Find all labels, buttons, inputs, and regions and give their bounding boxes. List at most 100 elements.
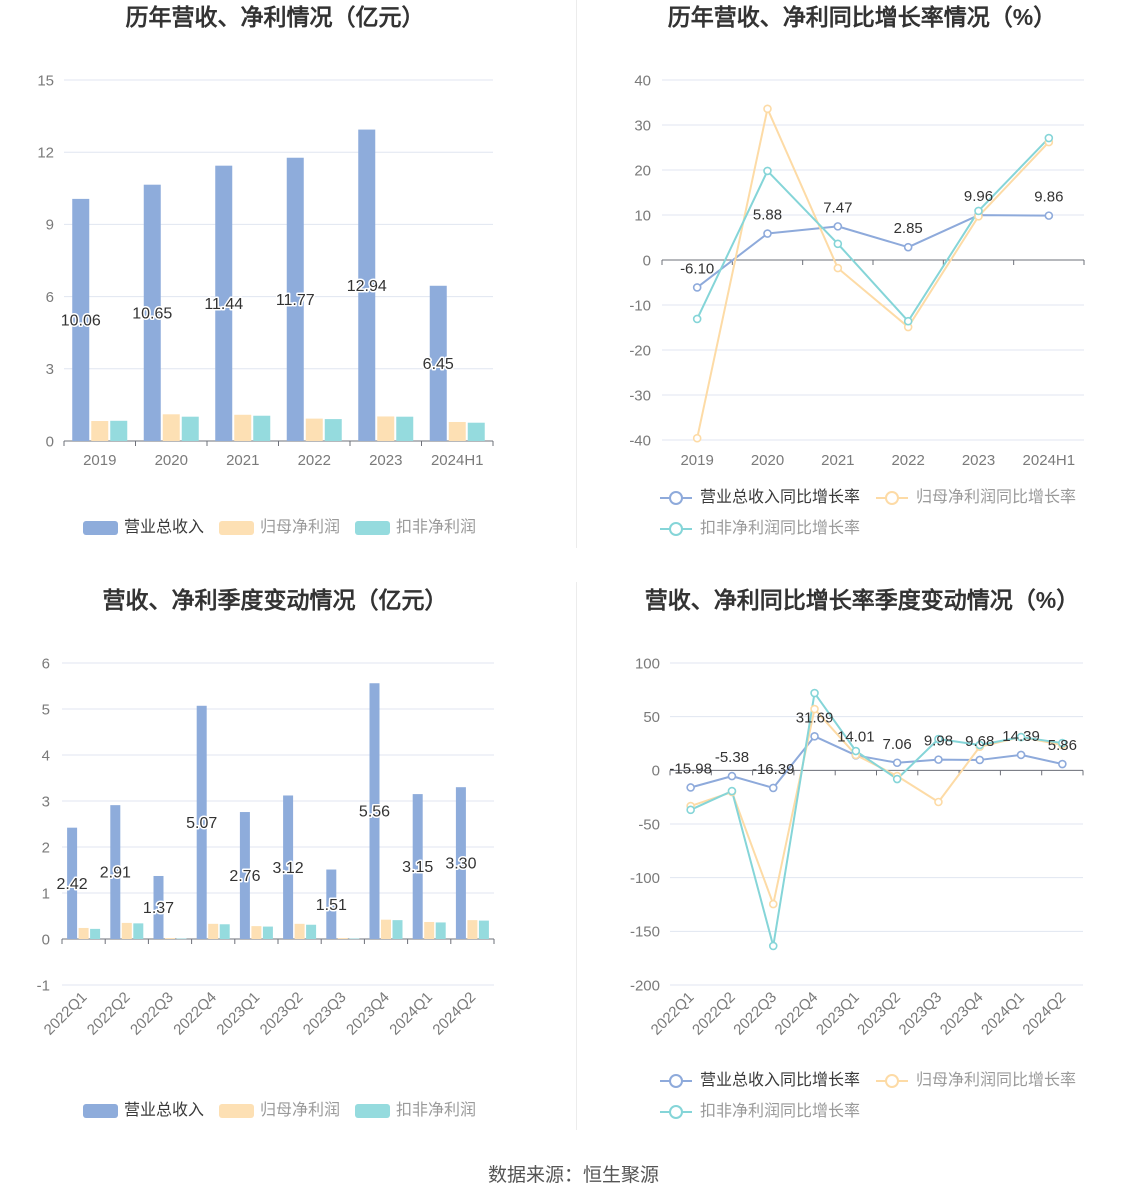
point-deducted-net-profit-growth-2024q2 (1058, 738, 1067, 748)
legend-item-deducted-net-profit[interactable]: 扣非净利润 (355, 1100, 476, 1122)
data-label-revenue-growth-2022q4: 31.69 (796, 709, 834, 726)
quarterly-growth-grid (670, 662, 1083, 986)
legend-line-icon-revenue-growth (660, 1074, 692, 1088)
legend-item-net-profit[interactable]: 归母净利润 (219, 517, 340, 539)
data-label-revenue-2023: 12.94 (347, 278, 387, 295)
legend-swatch-revenue (83, 521, 118, 535)
y-tick-label: -50 (638, 816, 660, 833)
point-net-profit-growth-2023 (974, 212, 983, 221)
legend-line-icon-deducted-net-profit-growth (660, 522, 692, 536)
bar-deducted-net-profit-2023q4 (392, 920, 403, 939)
data-label-revenue-2023q1: 2.76 (229, 868, 260, 885)
bar-deducted-net-profit-2022q1 (90, 928, 101, 939)
point-revenue-growth-2023 (974, 210, 983, 220)
bar-revenue-2023q3 (326, 869, 337, 939)
data-label-revenue-2022q3: 1.37 (143, 900, 174, 917)
point-deducted-net-profit-growth-2023q1 (851, 746, 861, 756)
bar-net-profit-2019 (91, 421, 109, 441)
data-label-revenue-growth-2022q1: -15.98 (669, 760, 712, 777)
data-label-revenue-growth-2023q2: 7.06 (883, 736, 912, 753)
point-revenue-growth-2019 (692, 283, 702, 292)
legend-label-deducted-net-profit: 扣非净利润 (396, 519, 477, 536)
bar-deducted-net-profit-2023 (396, 416, 414, 441)
bar-net-profit-2023q3 (337, 938, 348, 939)
bar-revenue-2022q3 (153, 875, 164, 939)
legend-item-revenue-growth[interactable]: 营业总收入同比增长率 (660, 1070, 860, 1092)
legend-label-deducted-net-profit-growth: 扣非净利润同比增长率 (700, 1103, 861, 1120)
x-tick-label-2022q1: 2022Q1 (648, 989, 698, 1039)
legend-item-revenue[interactable]: 营业总收入 (83, 517, 204, 539)
bar-deducted-net-profit-2022q3 (176, 938, 187, 940)
y-tick-label: 3 (46, 361, 54, 378)
y-tick-label: -200 (630, 977, 660, 994)
bar-net-profit-2024q1 (424, 921, 435, 939)
data-label-revenue-2022q4: 5.07 (186, 815, 217, 832)
x-tick-label-2022q4: 2022Q4 (170, 989, 220, 1039)
data-label-revenue-growth-2023q4: 9.68 (965, 733, 994, 750)
bar-net-profit-2024q2 (467, 920, 478, 939)
point-deducted-net-profit-growth-2022q4 (810, 688, 819, 698)
data-label-revenue-growth-2023: 9.96 (964, 188, 993, 205)
line-deducted-net-profit-growth (690, 692, 1063, 947)
point-net-profit-growth-2019 (692, 433, 702, 443)
legend-item-net-profit[interactable]: 归母净利润 (219, 1100, 340, 1122)
y-tick-label: 0 (46, 433, 54, 450)
quarterly-growth-axes: -200-150-100-500501002022Q12022Q22022Q32… (630, 655, 1084, 1039)
bar-revenue-2023q4 (369, 683, 380, 939)
annual-growth-plot: -40 -30 -20 -10 0 10 20 30 40 2019 2020 2021 2022 202… (629, 72, 1085, 469)
legend-item-revenue[interactable]: 营业总收入 (83, 1100, 204, 1122)
point-revenue-growth-2020 (763, 229, 772, 238)
legend-label-revenue: 营业总收入 (124, 1102, 205, 1119)
x-tick-label-2023q2: 2023Q2 (257, 989, 307, 1039)
y-tick-label: 10 (634, 207, 651, 224)
line-net-profit-growth (690, 708, 1063, 906)
legend-item-deducted-net-profit-growth[interactable]: 扣非净利润同比增长率 (660, 518, 860, 540)
x-tick-label-2019: 2019 (680, 452, 713, 469)
bar-net-profit-2023q1 (251, 926, 262, 939)
data-label-revenue-2022q1: 2.42 (57, 876, 88, 893)
legend-label-net-profit: 归母净利润 (260, 519, 341, 536)
data-label-revenue-2020: 10.65 (132, 305, 172, 322)
y-tick-label: -30 (629, 387, 651, 404)
x-tick-label-2022q2: 2022Q2 (84, 989, 134, 1039)
legend-item-net-profit-growth[interactable]: 归母净利润同比增长率 (876, 487, 1076, 509)
point-revenue-growth-2022q2 (727, 771, 737, 781)
x-tick-label-2023q4: 2023Q4 (937, 989, 987, 1039)
legend-swatch-revenue (83, 1104, 118, 1118)
x-tick-label-2020: 2020 (155, 452, 188, 469)
bar-deducted-net-profit-2024q2 (478, 920, 489, 939)
point-revenue-growth-2023q1 (851, 750, 861, 760)
line-net-profit-growth (696, 107, 1050, 439)
point-revenue-growth-2023q2 (892, 758, 902, 768)
data-label-revenue-2022: 11.77 (276, 292, 315, 309)
point-net-profit-growth-2023q4 (975, 742, 985, 752)
y-tick-label: -1 (37, 977, 50, 994)
bar-deducted-net-profit-2023q1 (262, 926, 273, 939)
bar-deducted-net-profit-2024h1 (467, 422, 485, 441)
quarterly-growth-lines (690, 692, 1063, 947)
legend-item-net-profit-growth[interactable]: 归母净利润同比增长率 (876, 1070, 1076, 1092)
x-tick-label-2022: 2022 (298, 452, 331, 469)
annual-amount-legend: 营业总收入 归母净利润 扣非净利润 (83, 517, 476, 539)
annual-amount-marks (72, 129, 485, 441)
legend-item-revenue-growth[interactable]: 营业总收入同比增长率 (660, 487, 860, 509)
legend-label-revenue-growth: 营业总收入同比增长率 (700, 1072, 861, 1089)
panel-divider-top (576, 0, 577, 548)
y-tick-label: 40 (634, 72, 651, 89)
point-net-profit-growth-2024q1 (1016, 732, 1026, 742)
bar-deducted-net-profit-2021 (253, 415, 271, 441)
data-label-revenue-2023q3: 1.51 (316, 897, 347, 914)
point-deducted-net-profit-growth-2022q1 (686, 805, 695, 815)
legend-item-deducted-net-profit-growth[interactable]: 扣非净利润同比增长率 (660, 1101, 860, 1123)
point-revenue-growth-2022q1 (686, 783, 695, 792)
point-revenue-growth-2024q1 (1016, 750, 1026, 760)
legend-item-deducted-net-profit[interactable]: 扣非净利润 (355, 517, 476, 539)
quarterly-amount-plot: -101234562022Q12022Q22022Q32022Q42023Q12… (37, 655, 495, 1039)
legend-label-revenue-growth: 营业总收入同比增长率 (700, 489, 861, 506)
annual-amount-chart-title: 历年营收、净利情况（亿元） (125, 4, 425, 30)
bar-revenue-2024q2 (455, 787, 466, 939)
legend-swatch-deducted-net-profit (355, 1104, 391, 1118)
x-tick-label-2023q3: 2023Q3 (896, 989, 946, 1039)
point-net-profit-growth-2024h1 (1044, 137, 1054, 147)
y-tick-label: 20 (634, 162, 651, 179)
